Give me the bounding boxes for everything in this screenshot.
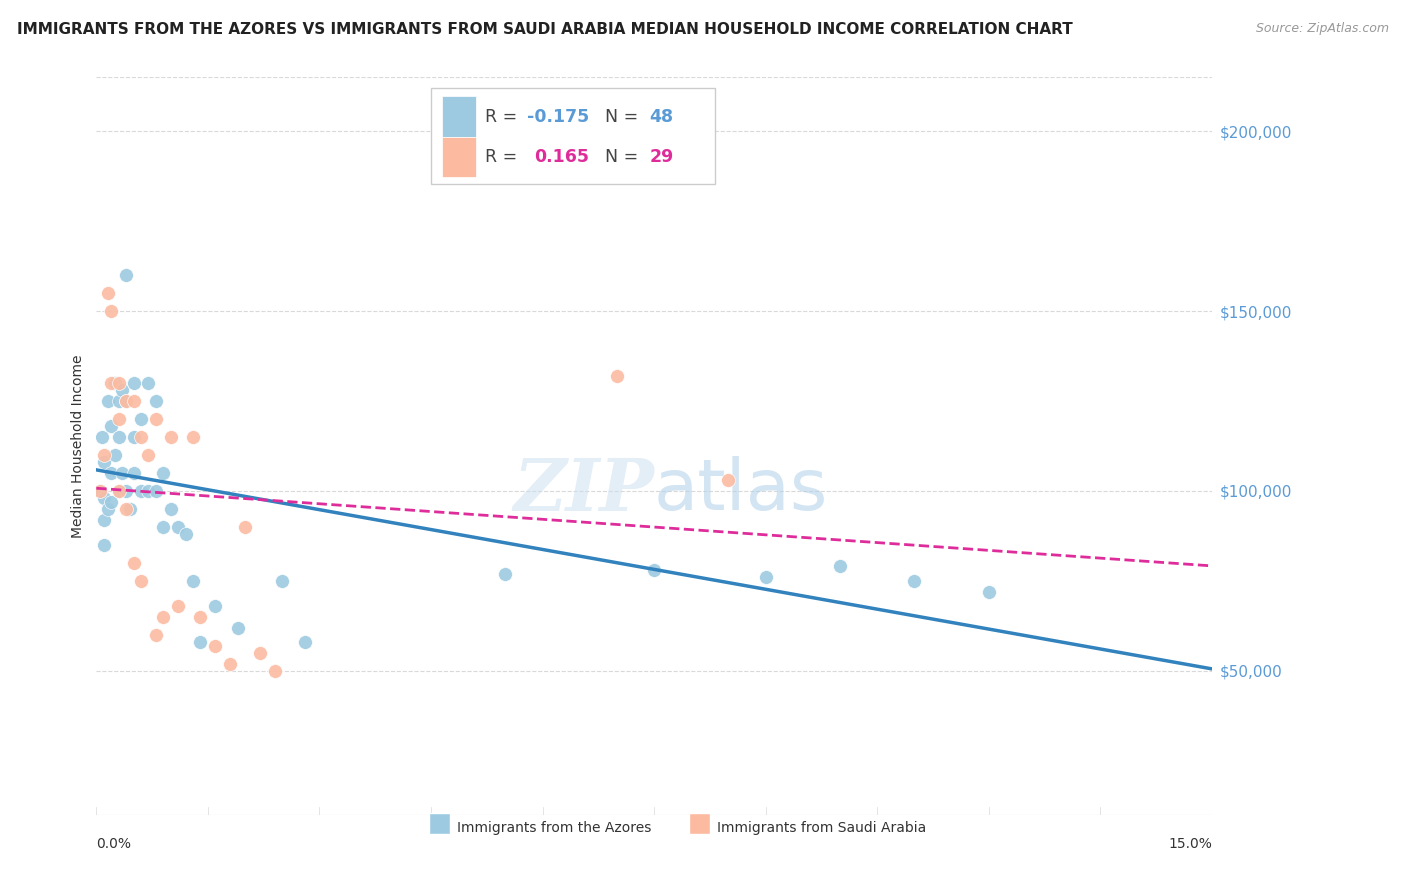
Text: Immigrants from Saudi Arabia: Immigrants from Saudi Arabia [717, 821, 927, 835]
Point [204, 639, 226, 653]
Point [159, 430, 181, 444]
Point [233, 520, 256, 534]
Point [181, 430, 204, 444]
Point [152, 520, 174, 534]
Point [100, 376, 122, 390]
Point [190, 609, 212, 624]
Text: 48: 48 [650, 108, 673, 126]
Point [100, 304, 122, 318]
Text: N =: N = [605, 148, 644, 166]
Point [643, 563, 665, 577]
Point [104, 376, 127, 390]
Point [115, 394, 138, 409]
Point [159, 502, 181, 516]
Point [145, 412, 167, 426]
FancyBboxPatch shape [432, 88, 716, 185]
Point [152, 466, 174, 480]
Point [107, 483, 129, 498]
Point [271, 574, 294, 588]
Point [138, 448, 160, 462]
Point [111, 466, 134, 480]
Text: R =: R = [485, 148, 527, 166]
Point [107, 394, 129, 409]
Point [138, 483, 160, 498]
Point [204, 599, 226, 613]
Text: atlas: atlas [654, 456, 828, 524]
Point [115, 268, 138, 283]
Point [129, 483, 152, 498]
Point [145, 483, 167, 498]
FancyBboxPatch shape [441, 136, 475, 178]
Point [91, 430, 114, 444]
Point [107, 483, 129, 498]
Point [89, 483, 111, 498]
Point [93, 538, 115, 552]
Text: N =: N = [605, 108, 644, 126]
Point [107, 376, 129, 390]
Point [145, 394, 167, 409]
Point [122, 394, 145, 409]
Point [903, 574, 925, 588]
Point [93, 448, 115, 462]
Point [100, 466, 122, 480]
Text: 15.0%: 15.0% [1168, 837, 1212, 851]
Point [226, 621, 249, 635]
Point [93, 491, 115, 505]
Point [138, 376, 160, 390]
Point [96, 502, 118, 516]
FancyBboxPatch shape [441, 96, 475, 136]
Text: R =: R = [485, 108, 522, 126]
Point [96, 394, 118, 409]
Point [118, 502, 141, 516]
Point [181, 574, 204, 588]
Point [104, 448, 127, 462]
Point [219, 657, 242, 671]
Point [249, 646, 271, 660]
Point [828, 559, 851, 574]
Point [294, 635, 316, 649]
Point [122, 430, 145, 444]
Text: Source: ZipAtlas.com: Source: ZipAtlas.com [1256, 22, 1389, 36]
Point [115, 483, 138, 498]
Point [129, 574, 152, 588]
Point [93, 455, 115, 469]
Point [977, 584, 1000, 599]
Point [100, 419, 122, 434]
Point [122, 376, 145, 390]
Point [100, 494, 122, 508]
Point [717, 473, 740, 487]
Point [174, 527, 197, 541]
Point [115, 394, 138, 409]
Point [93, 513, 115, 527]
Point [263, 664, 285, 678]
Point [122, 556, 145, 570]
Text: -0.175: -0.175 [527, 108, 589, 126]
Point [494, 566, 516, 581]
Point [122, 466, 145, 480]
Point [152, 609, 174, 624]
Point [145, 628, 167, 642]
Point [89, 483, 111, 498]
Text: 29: 29 [650, 148, 673, 166]
Point [111, 384, 134, 398]
Point [115, 502, 138, 516]
Y-axis label: Median Household Income: Median Household Income [72, 354, 86, 538]
Text: IMMIGRANTS FROM THE AZORES VS IMMIGRANTS FROM SAUDI ARABIA MEDIAN HOUSEHOLD INCO: IMMIGRANTS FROM THE AZORES VS IMMIGRANTS… [17, 22, 1073, 37]
Point [606, 368, 628, 383]
Point [167, 520, 190, 534]
Point [96, 286, 118, 301]
Text: ZIP: ZIP [513, 455, 654, 525]
Text: 0.165: 0.165 [534, 148, 589, 166]
Point [107, 430, 129, 444]
Point [190, 635, 212, 649]
Point [755, 570, 778, 584]
Point [107, 412, 129, 426]
Point [129, 412, 152, 426]
Point [129, 430, 152, 444]
Text: Immigrants from the Azores: Immigrants from the Azores [457, 821, 651, 835]
Text: 0.0%: 0.0% [97, 837, 131, 851]
Point [167, 599, 190, 613]
